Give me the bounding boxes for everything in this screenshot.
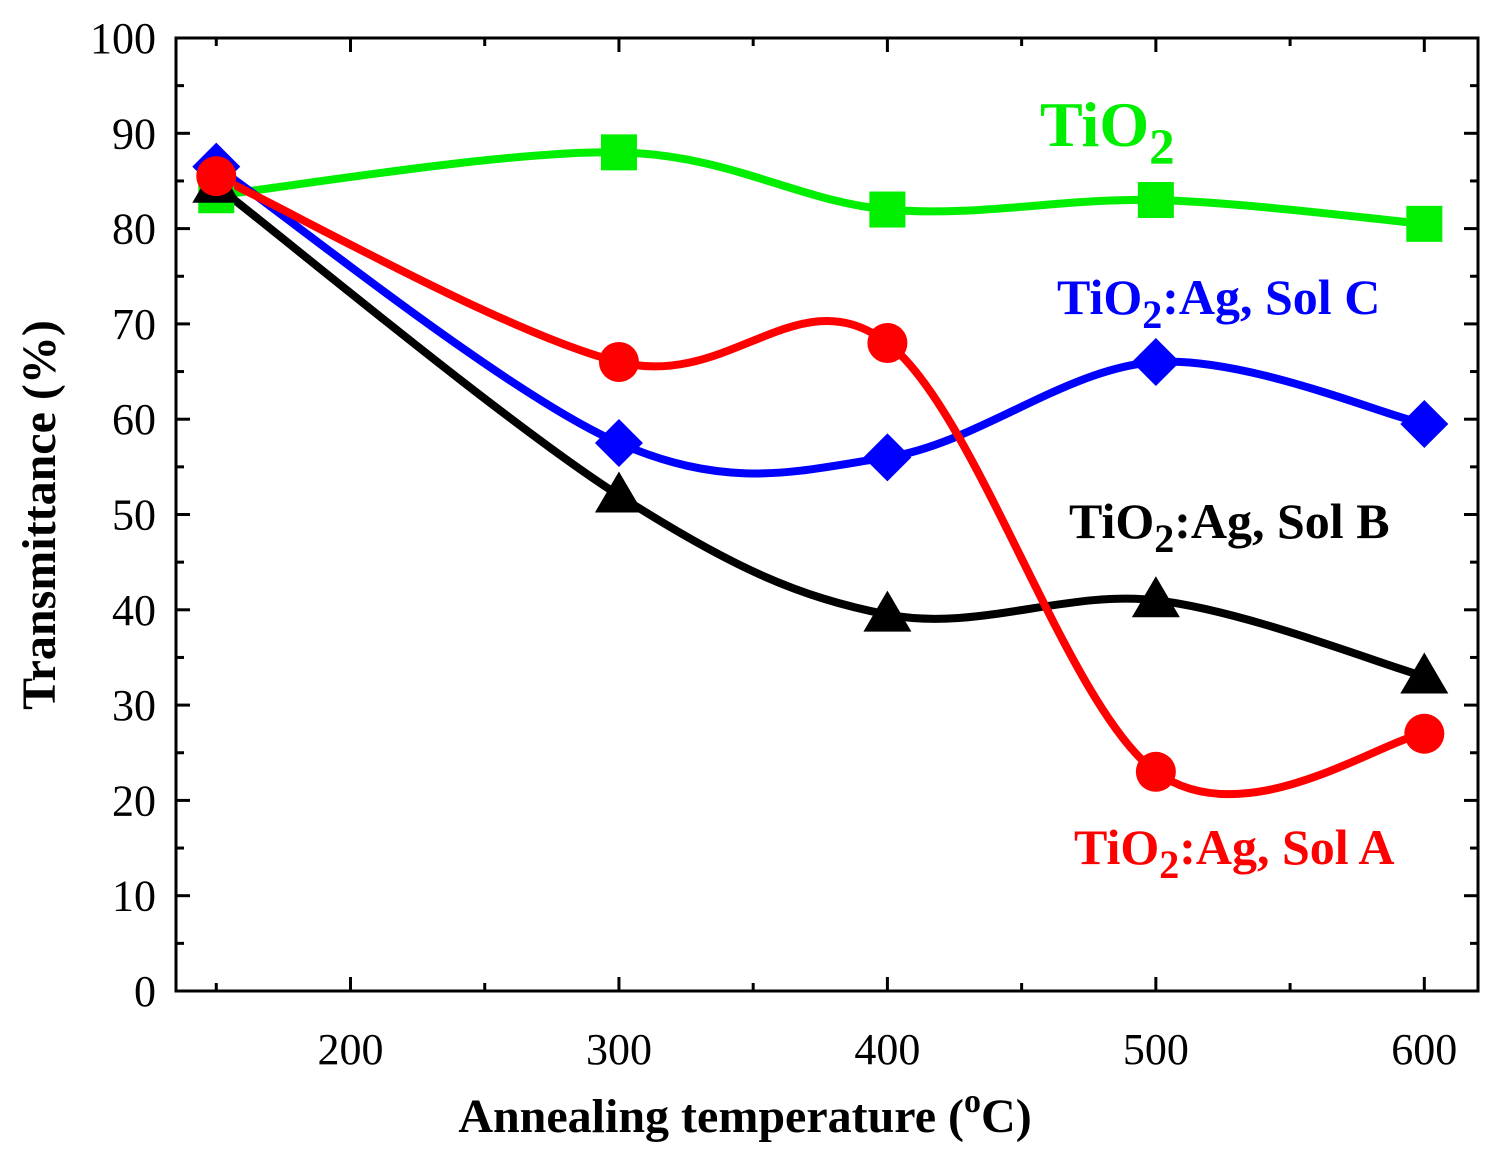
fit-curve-sol_c (212, 162, 1429, 478)
y-tick-label: 40 (112, 586, 156, 635)
series-labels: TiO2 TiO2:Ag, Sol C TiO2:Ag, Sol B TiO2:Ag,… (1040, 89, 1395, 887)
marker-tio2 (1137, 182, 1174, 219)
marker-sol_a (1135, 751, 1176, 792)
marker-sol_c (1131, 338, 1180, 387)
x-tick-label: 600 (1391, 1025, 1457, 1074)
marker-tio2 (869, 191, 906, 228)
series-label-tio2: TiO2 (1040, 89, 1175, 176)
marker-sol_c (594, 419, 643, 468)
marker-sol_a (867, 322, 908, 363)
series-label-sol_c: TiO2:Ag, Sol C (1057, 269, 1380, 337)
marker-sol_a (1404, 713, 1445, 754)
data-markers (192, 134, 1449, 792)
marker-sol_c (863, 433, 912, 482)
x-tick-label: 200 (317, 1025, 383, 1074)
marker-sol_b (594, 471, 643, 513)
marker-sol_b (1131, 576, 1180, 618)
marker-sol_c (1400, 399, 1449, 448)
y-tick-label: 0 (134, 967, 156, 1016)
x-tick-label: 400 (854, 1025, 920, 1074)
marker-sol_a (196, 156, 237, 197)
y-tick-label: 30 (112, 681, 156, 730)
y-tick-label: 60 (112, 395, 156, 444)
series-label-sol_b: TiO2:Ag, Sol B (1069, 493, 1390, 561)
y-tick-label: 10 (112, 872, 156, 921)
axis-ticks: 200 300 400 500 600 0 10 20 30 40 50 60 70 80 90 100 (90, 14, 1478, 1074)
y-tick-label: 80 (112, 205, 156, 254)
x-axis-title: Annealing temperature (oC) (458, 1083, 1031, 1143)
fit-curve-sol_b (212, 181, 1429, 681)
y-tick-label: 20 (112, 776, 156, 825)
plot-frame (174, 36, 1480, 993)
marker-tio2 (600, 134, 637, 171)
y-tick-label: 70 (112, 300, 156, 349)
marker-sol_a (598, 342, 639, 383)
y-tick-label: 100 (90, 14, 156, 63)
series-label-sol_a: TiO2:Ag, Sol A (1074, 819, 1395, 887)
y-tick-label: 90 (112, 109, 156, 158)
marker-sol_b (1400, 652, 1449, 694)
x-tick-label: 500 (1123, 1025, 1189, 1074)
y-tick-label: 50 (112, 491, 156, 540)
x-tick-label: 300 (586, 1025, 652, 1074)
y-axis-title: Transmittance (%) (13, 320, 66, 710)
marker-tio2 (1406, 205, 1443, 242)
marker-sol_b (863, 590, 912, 632)
